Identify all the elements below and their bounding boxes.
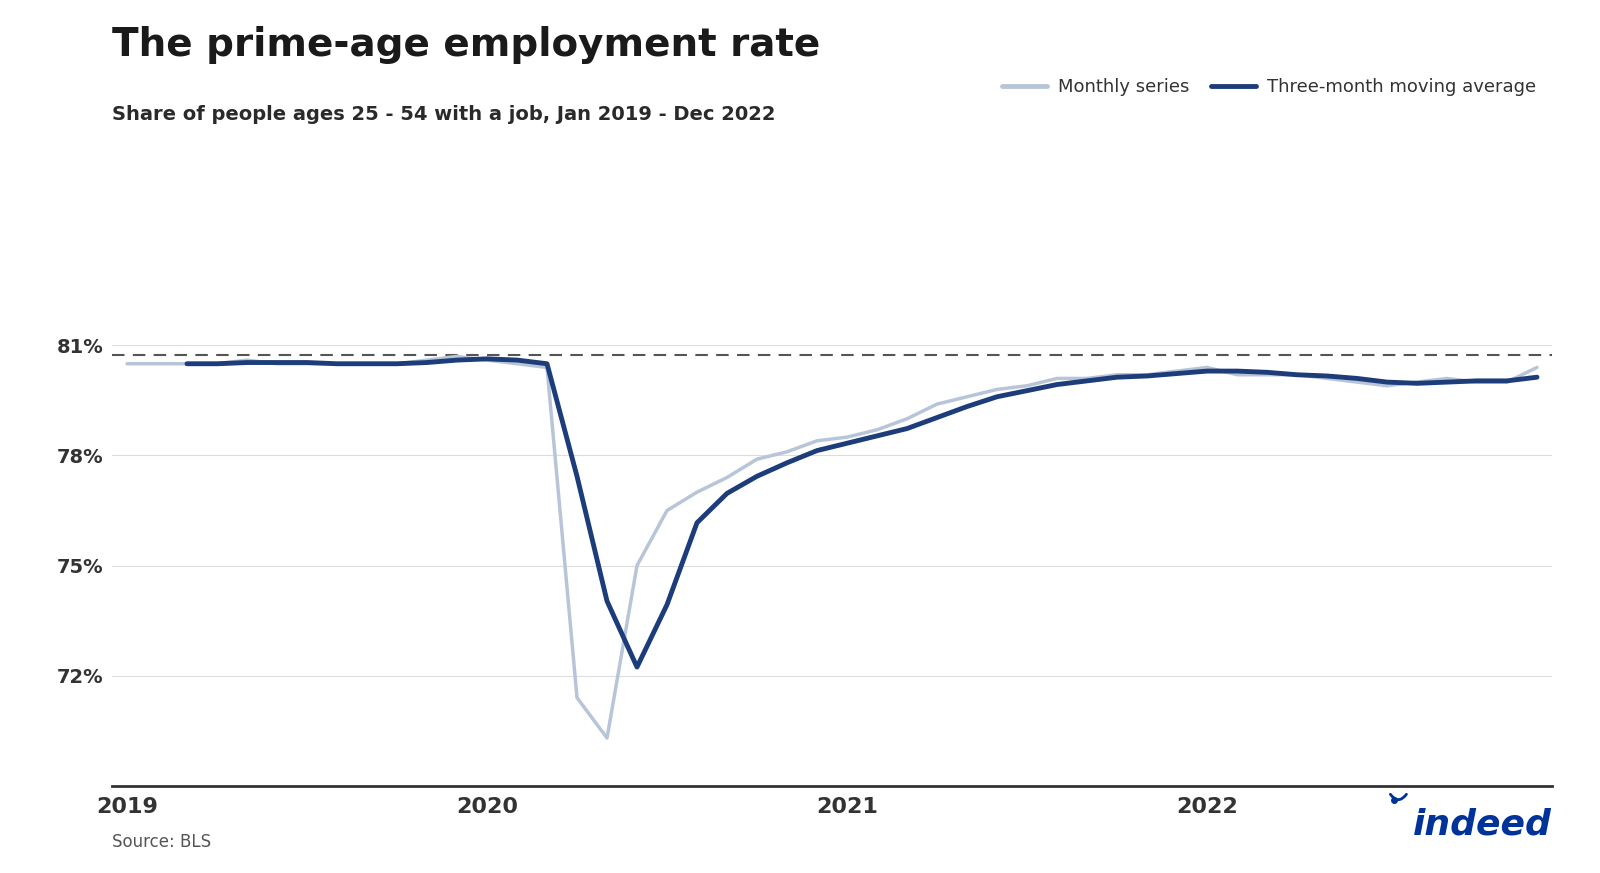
Legend: Monthly series, Three-month moving average: Monthly series, Three-month moving avera… bbox=[995, 71, 1542, 103]
Text: The prime-age employment rate: The prime-age employment rate bbox=[112, 26, 821, 65]
Text: Share of people ages 25 - 54 with a job, Jan 2019 - Dec 2022: Share of people ages 25 - 54 with a job,… bbox=[112, 105, 776, 124]
Text: indeed: indeed bbox=[1413, 808, 1552, 842]
Text: Source: BLS: Source: BLS bbox=[112, 833, 211, 851]
